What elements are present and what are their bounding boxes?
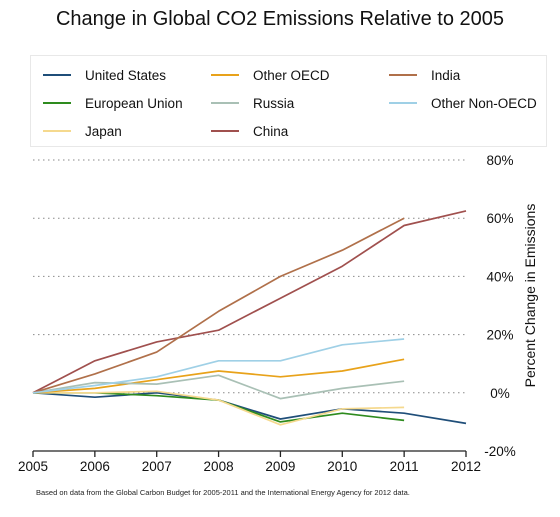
y-tick-label: 60% (486, 211, 513, 226)
footnote: Based on data from the Global Carbon Bud… (36, 488, 410, 497)
legend-label: Other Non-OECD (431, 95, 537, 111)
y-tick-label: 20% (486, 328, 513, 343)
legend-swatch (211, 102, 239, 104)
legend-item-china: China (211, 122, 288, 140)
legend-item-european-union: European Union (43, 94, 183, 112)
y-tick-label: 40% (486, 269, 513, 284)
x-tick-label: 2006 (80, 459, 110, 474)
legend-swatch (43, 130, 71, 132)
x-tick-label: 2012 (451, 459, 481, 474)
x-tick-label: 2010 (327, 459, 357, 474)
x-tick-label: 2007 (142, 459, 172, 474)
legend: United States European Union Japan Other OE… (30, 55, 547, 147)
legend-label: Russia (253, 95, 295, 111)
series-line-other-oecd (32, 358, 405, 394)
x-tick-label: 2008 (204, 459, 234, 474)
y-tick-label: 0% (490, 386, 510, 401)
legend-item-other-non-oecd: Other Non-OECD (389, 94, 537, 112)
legend-swatch (43, 74, 71, 76)
legend-label: European Union (85, 95, 183, 111)
legend-item-japan: Japan (43, 122, 122, 140)
legend-swatch (43, 102, 71, 104)
legend-label: India (431, 67, 461, 83)
y-tick-label: -20% (484, 444, 516, 459)
y-tick-label: 80% (486, 153, 513, 168)
legend-label: Japan (85, 123, 122, 139)
legend-label: United States (85, 67, 167, 83)
series-line-other-non-oecd (32, 338, 405, 394)
series-line-china (32, 210, 467, 394)
legend-swatch (211, 74, 239, 76)
series-line-japan (33, 390, 405, 426)
series-line-india (32, 217, 405, 394)
legend-item-russia: Russia (211, 94, 294, 112)
x-tick-label: 2011 (390, 459, 419, 474)
legend-item-other-oecd: Other OECD (211, 66, 330, 84)
legend-swatch (211, 130, 239, 132)
x-tick-label: 2005 (18, 459, 48, 474)
legend-label: Other OECD (253, 67, 330, 83)
x-tick-label: 2009 (265, 459, 295, 474)
chart-title: Change in Global CO2 Emissions Relative … (55, 8, 505, 30)
y-axis-label: Percent Change in Emissions (522, 204, 538, 388)
legend-item-united-states: United States (43, 66, 166, 84)
series-line-united-states (32, 391, 467, 425)
legend-item-india: India (389, 66, 460, 84)
legend-swatch (389, 102, 417, 104)
legend-label: China (253, 123, 289, 139)
series-line-russia (32, 374, 405, 400)
legend-swatch (389, 74, 417, 76)
